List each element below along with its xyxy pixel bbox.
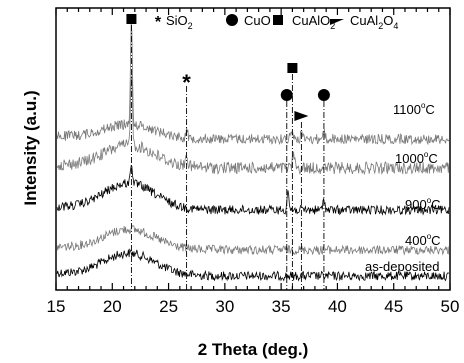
legend-label: CuO bbox=[244, 13, 271, 28]
triangle-marker bbox=[294, 111, 308, 121]
series-group bbox=[57, 23, 449, 280]
x-tick-label: 25 bbox=[159, 297, 178, 316]
series-label: as-deposited bbox=[365, 259, 439, 274]
legend-label: SiO2 bbox=[166, 13, 193, 31]
series-line bbox=[57, 76, 449, 175]
series-label: 900oC bbox=[405, 196, 441, 212]
x-tick-label: 30 bbox=[215, 297, 234, 316]
legend: * SiO2 CuO CuAlO2 CuAl2O4 bbox=[155, 13, 398, 31]
x-tick-label: 35 bbox=[272, 297, 291, 316]
series-label: 1000oC bbox=[395, 150, 438, 166]
x-tick-label: 40 bbox=[328, 297, 347, 316]
legend-label: CuAlO2 bbox=[292, 13, 335, 31]
asterisk-marker: * bbox=[182, 70, 191, 95]
circle-marker bbox=[281, 89, 293, 101]
series-label: 400oC bbox=[405, 232, 441, 248]
series-line bbox=[57, 166, 449, 215]
y-axis-title: Intensity (a.u.) bbox=[21, 90, 40, 205]
plot-frame bbox=[56, 8, 450, 290]
x-tick-label: 15 bbox=[47, 297, 66, 316]
legend-label: CuAl2O4 bbox=[350, 13, 398, 31]
x-axis-title: 2 Theta (deg.) bbox=[198, 340, 309, 359]
legend-circle-icon bbox=[226, 14, 238, 26]
legend-square-icon bbox=[273, 15, 283, 25]
x-tick-label: 45 bbox=[384, 297, 403, 316]
legend-asterisk-icon: * bbox=[155, 14, 162, 31]
series-label: 1100oC bbox=[393, 101, 435, 117]
x-tick-label: 20 bbox=[103, 297, 122, 316]
x-tick-label: 50 bbox=[441, 297, 460, 316]
square-marker bbox=[287, 63, 297, 73]
square-marker bbox=[126, 14, 136, 24]
series-line bbox=[57, 226, 449, 255]
circle-marker bbox=[318, 89, 330, 101]
series-line bbox=[57, 23, 449, 144]
